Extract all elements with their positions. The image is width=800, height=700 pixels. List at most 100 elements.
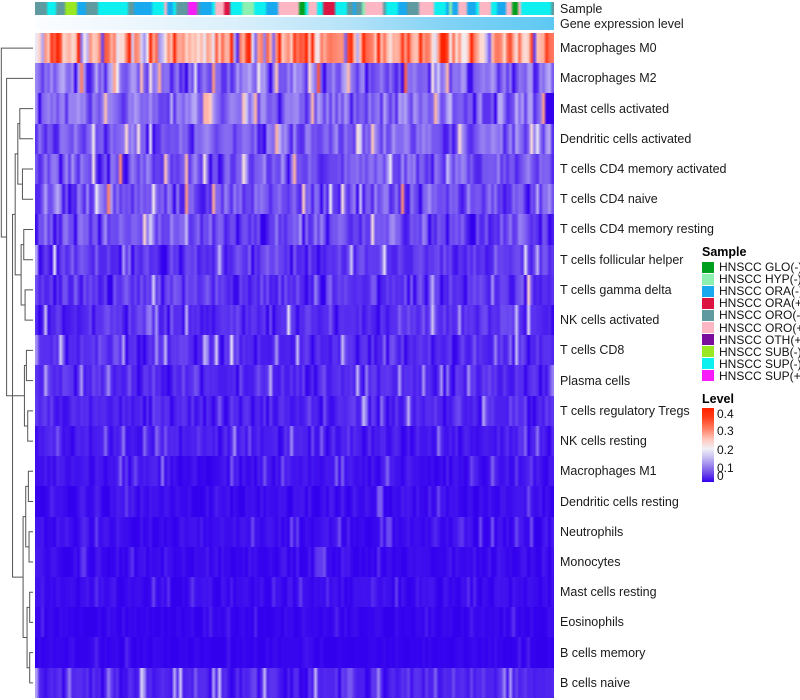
heatmap-row bbox=[35, 576, 554, 608]
heatmap-row-label: T cells CD4 naive bbox=[560, 192, 658, 207]
heatmap-row bbox=[35, 123, 554, 154]
heatmap-row bbox=[35, 214, 554, 245]
level-tick-label: 0.4 bbox=[717, 406, 734, 421]
heatmap-body bbox=[35, 33, 554, 698]
heatmap-row-cells bbox=[35, 335, 554, 366]
heatmap-row-label: Macrophages M1 bbox=[560, 464, 657, 479]
sample-legend-label: HNSCC ORA(-) bbox=[719, 284, 800, 299]
legend-swatch-icon bbox=[702, 309, 714, 321]
sample-legend-item[interactable]: HNSCC ORA(-) bbox=[702, 285, 800, 297]
sample-legend-label: HNSCC SUB(-) bbox=[719, 344, 800, 359]
heatmap-row-cells bbox=[35, 184, 554, 215]
heatmap-row-label: Neutrophils bbox=[560, 524, 624, 539]
sample-legend-item[interactable]: HNSCC ORO(+) bbox=[702, 320, 800, 335]
row-dendrogram bbox=[0, 47, 33, 684]
legend-swatch-icon bbox=[702, 285, 714, 297]
heatmap-row bbox=[35, 274, 554, 305]
level-legend-title: Level bbox=[702, 391, 734, 406]
heatmap-row-cells bbox=[35, 607, 554, 638]
level-colorbar-ticks: 0.4 0.3 0.2 0.1 0 bbox=[714, 406, 797, 482]
heatmap-row-labels: Macrophages M0 Macrophages M2 Mast cells a… bbox=[560, 33, 740, 698]
legend-swatch-icon bbox=[702, 370, 714, 382]
level-legend: Level 0.4 0.3 0.2 0.1 0 bbox=[702, 392, 800, 482]
heatmap-row-cells bbox=[35, 456, 554, 487]
heatmap-row-label: T cells CD4 memory resting bbox=[560, 222, 714, 237]
level-tick-mark bbox=[714, 463, 718, 465]
heatmap-row bbox=[35, 335, 554, 366]
heatmap-row-cells bbox=[35, 425, 554, 457]
heatmap-row-label: NK cells resting bbox=[560, 434, 647, 449]
level-tick-label: 0.2 bbox=[717, 442, 734, 457]
heatmap-row-label: Dendritic cells resting bbox=[560, 494, 679, 509]
heatmap-row bbox=[35, 63, 554, 94]
heatmap-row-label: Mast cells activated bbox=[560, 101, 670, 116]
heatmap-row-label: Mast cells resting bbox=[560, 585, 657, 600]
heatmap-row-label: B cells naive bbox=[560, 675, 631, 690]
sample-legend-label: HNSCC ORO(+) bbox=[719, 320, 800, 335]
legend-swatch-icon bbox=[702, 297, 714, 309]
sample-legend-title: Sample bbox=[702, 245, 747, 259]
legend-panel: Sample HNSCC GLO(-) HNSCC HYP(-) HNSCC ORA… bbox=[702, 245, 800, 482]
heatmap-row bbox=[35, 33, 554, 64]
sample-legend-item[interactable]: HNSCC GLO(-) bbox=[702, 261, 800, 273]
heatmap-row-cells bbox=[35, 576, 554, 608]
heatmap-row-label: T cells CD4 memory activated bbox=[560, 162, 727, 177]
sample-legend-item[interactable]: HNSCC OTH(+) bbox=[702, 334, 800, 346]
sample-legend-label: HNSCC OTH(+) bbox=[719, 332, 800, 347]
heatmap-row bbox=[35, 486, 554, 517]
heatmap-row bbox=[35, 153, 554, 185]
heatmap-row bbox=[35, 516, 554, 547]
level-tick-label: 0.3 bbox=[717, 424, 734, 439]
heatmap-row-label: B cells memory bbox=[560, 645, 646, 660]
heatmap-row bbox=[35, 607, 554, 638]
sample-legend-label: HNSCC GLO(-) bbox=[719, 260, 800, 275]
heatmap-row-label: Dendritic cells activated bbox=[560, 131, 692, 146]
heatmap-row-label: T cells follicular helper bbox=[560, 252, 684, 267]
sample-legend-label: HNSCC HYP(-) bbox=[719, 272, 800, 287]
heatmap-row bbox=[35, 667, 554, 698]
heatmap-row bbox=[35, 395, 554, 426]
legend-swatch-icon bbox=[702, 334, 714, 346]
sample-legend-label: HNSCC ORO(-) bbox=[719, 308, 800, 323]
gene-expression-annotation-label: Gene expression level bbox=[560, 17, 684, 31]
legend-swatch-icon bbox=[702, 322, 714, 334]
sample-legend-item[interactable]: HNSCC ORA(+) bbox=[702, 297, 800, 309]
heatmap-row-label: T cells regulatory Tregs bbox=[560, 403, 690, 418]
level-colorbar bbox=[702, 407, 714, 482]
heatmap-row bbox=[35, 184, 554, 215]
heatmap-row-cells bbox=[35, 365, 554, 396]
sample-legend-items: HNSCC GLO(-) HNSCC HYP(-) HNSCC ORA(-) HNSC… bbox=[702, 261, 800, 382]
level-tick-mark bbox=[714, 444, 718, 446]
level-tick-mark bbox=[714, 426, 718, 428]
heatmap-row-cells bbox=[35, 33, 554, 64]
heatmap-row-cells bbox=[35, 395, 554, 426]
heatmap-row-label: Eosinophils bbox=[560, 615, 624, 630]
heatmap-row bbox=[35, 546, 554, 577]
heatmap-row-cells bbox=[35, 637, 554, 668]
sample-annotation-label: Sample bbox=[560, 2, 603, 16]
heatmap-row bbox=[35, 425, 554, 457]
gene-expression-annotation-bar bbox=[35, 17, 554, 30]
sample-legend-item[interactable]: HNSCC SUP(+) bbox=[702, 370, 800, 382]
heatmap-row-cells bbox=[35, 214, 554, 245]
heatmap-row-cells bbox=[35, 153, 554, 185]
sample-legend-item[interactable]: HNSCC HYP(-) bbox=[702, 273, 800, 285]
sample-legend-item[interactable]: HNSCC SUB(-) bbox=[702, 346, 800, 358]
legend-swatch-icon bbox=[702, 261, 714, 273]
heatmap-row-cells bbox=[35, 63, 554, 94]
heatmap-row-label: Monocytes bbox=[560, 554, 621, 569]
heatmap-row-cells bbox=[35, 546, 554, 577]
sample-legend-item[interactable]: HNSCC SUP(-) bbox=[702, 358, 800, 370]
sample-legend-label: HNSCC SUP(-) bbox=[719, 356, 800, 371]
heatmap-row bbox=[35, 637, 554, 668]
legend-swatch-icon bbox=[702, 346, 714, 358]
heatmap-row bbox=[35, 456, 554, 487]
heatmap-row bbox=[35, 93, 554, 124]
heatmap-row-label: Macrophages M0 bbox=[560, 41, 657, 56]
heatmap-row-label: Plasma cells bbox=[560, 373, 631, 388]
heatmap-row-cells bbox=[35, 667, 554, 698]
sample-legend-label: HNSCC SUP(+) bbox=[719, 368, 800, 383]
heatmap-row-cells bbox=[35, 304, 554, 336]
sample-legend-item[interactable]: HNSCC ORO(-) bbox=[702, 309, 800, 321]
heatmap-row-cells bbox=[35, 516, 554, 547]
